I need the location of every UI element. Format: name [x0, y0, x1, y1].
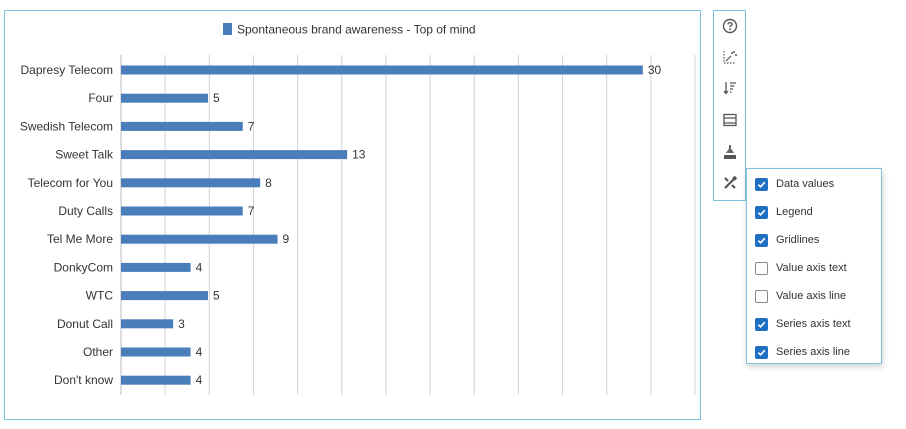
category-label: Dapresy Telecom [21, 63, 113, 77]
bar[interactable] [121, 347, 191, 357]
category-label: WTC [86, 289, 114, 303]
bar[interactable] [121, 178, 261, 188]
value-axis-line-checkbox[interactable] [755, 289, 768, 303]
data-label: 4 [196, 373, 203, 387]
bar[interactable] [121, 121, 243, 131]
option-series-axis-text[interactable]: Series axis text [755, 316, 851, 332]
data-label: 4 [196, 260, 203, 274]
legend-checkbox[interactable] [755, 205, 768, 219]
category-label: Other [83, 345, 113, 359]
bar[interactable] [121, 262, 191, 272]
option-gridlines[interactable]: Gridlines [755, 232, 819, 248]
data-label: 7 [248, 119, 255, 133]
bar[interactable] [121, 234, 278, 244]
legend-label: Legend [776, 206, 813, 218]
series-axis-text-label: Series axis text [776, 318, 851, 330]
chart-toolbar [713, 10, 746, 201]
bar[interactable] [121, 150, 348, 160]
category-label: Swedish Telecom [20, 119, 113, 133]
bar-chart: Spontaneous brand awareness - Top of min… [20, 23, 696, 395]
value-axis-text-checkbox[interactable] [755, 261, 768, 275]
value-axis-line-label: Value axis line [776, 290, 847, 302]
category-label: Donut Call [57, 317, 113, 331]
option-series-axis-line[interactable]: Series axis line [755, 344, 850, 360]
category-label: Tel Me More [47, 232, 113, 246]
format-icon[interactable] [720, 142, 740, 162]
data-label: 8 [265, 176, 272, 190]
bar[interactable] [121, 65, 643, 75]
sort-icon[interactable] [720, 78, 740, 98]
settings-icon[interactable] [720, 173, 740, 193]
data-label: 5 [213, 91, 220, 105]
chart-options-popup: Data values Legend Gridlines Value axis … [746, 168, 882, 364]
category-label: Duty Calls [58, 204, 113, 218]
data-label: 9 [283, 232, 290, 246]
series-axis-line-checkbox[interactable] [755, 345, 768, 359]
data-values-checkbox[interactable] [755, 177, 768, 191]
option-data-values[interactable]: Data values [755, 176, 834, 192]
legend-label: Spontaneous brand awareness - Top of min… [237, 23, 476, 37]
gridlines-label: Gridlines [776, 234, 820, 246]
option-value-axis-line[interactable]: Value axis line [755, 288, 846, 304]
option-legend[interactable]: Legend [755, 204, 813, 220]
bar[interactable] [121, 206, 243, 216]
chart-panel: Spontaneous brand awareness - Top of min… [4, 10, 701, 420]
help-icon[interactable] [720, 16, 740, 36]
data-label: 3 [178, 317, 185, 331]
bar[interactable] [121, 93, 208, 103]
category-label: Four [88, 91, 113, 105]
bar[interactable] [121, 375, 191, 385]
legend-swatch [223, 23, 232, 35]
category-label: Telecom for You [28, 176, 113, 190]
category-label: Don't know [54, 373, 113, 387]
series-axis-line-label: Series axis line [776, 346, 850, 358]
bar[interactable] [121, 319, 174, 329]
category-label: DonkyCom [54, 260, 113, 274]
data-label: 7 [248, 204, 255, 218]
bar[interactable] [121, 291, 208, 301]
data-label: 5 [213, 289, 220, 303]
chart-type-icon[interactable] [720, 47, 740, 67]
table-view-icon[interactable] [720, 110, 740, 130]
option-value-axis-text[interactable]: Value axis text [755, 260, 847, 276]
data-values-label: Data values [776, 178, 835, 190]
data-label: 13 [352, 148, 366, 162]
series-axis-text-checkbox[interactable] [755, 317, 768, 331]
category-label: Sweet Talk [55, 148, 114, 162]
data-label: 4 [196, 345, 203, 359]
data-label: 30 [648, 63, 662, 77]
gridlines-checkbox[interactable] [755, 233, 768, 247]
value-axis-text-label: Value axis text [776, 262, 847, 274]
